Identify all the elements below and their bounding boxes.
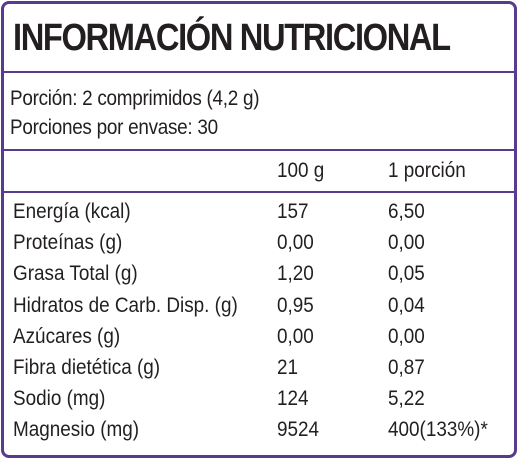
value-per-serving: 0,00 (388, 324, 425, 348)
nutrient-name: Grasa Total (g) (13, 262, 138, 286)
value-per-serving: 0,87 (388, 355, 425, 379)
nutrient-table: Energía (kcal) 157 6,50 Proteínas (g) 0,… (4, 199, 514, 449)
table-row: Azúcares (g) 0,00 0,00 (4, 324, 514, 355)
nutrient-name: Proteínas (g) (13, 231, 123, 255)
value-per-100g: 0,00 (277, 324, 314, 348)
serving-size: Porción: 2 comprimidos (4,2 g) (10, 87, 260, 110)
nutrient-name: Energía (kcal) (13, 200, 131, 223)
title-divider (4, 71, 514, 73)
table-row: Sodio (mg) 124 5,22 (4, 386, 514, 417)
value-per-serving: 0,05 (388, 262, 425, 286)
servings-per-container: Porciones por envase: 30 (10, 116, 218, 139)
value-per-serving: 400(133%)* (388, 418, 488, 442)
value-per-serving: 0,04 (388, 293, 425, 317)
nutrient-name: Azúcares (g) (13, 324, 121, 348)
table-row: Magnesio (mg) 9524 400(133%)* (4, 417, 514, 448)
nutrient-name: Hidratos de Carb. Disp. (g) (13, 293, 238, 317)
table-row: Hidratos de Carb. Disp. (g) 0,95 0,04 (4, 293, 514, 324)
value-per-100g: 124 (277, 387, 309, 411)
header-divider (4, 191, 514, 193)
table-row: Grasa Total (g) 1,20 0,05 (4, 261, 514, 292)
panel-title: INFORMACIÓN NUTRICIONAL (13, 17, 451, 59)
value-per-serving: 0,00 (388, 231, 425, 255)
value-per-100g: 21 (277, 355, 299, 379)
nutrient-name: Magnesio (mg) (13, 418, 140, 442)
serving-divider (4, 149, 514, 151)
nutrient-name: Sodio (mg) (13, 387, 106, 411)
table-row: Energía (kcal) 157 6,50 (4, 199, 514, 230)
value-per-100g: 157 (277, 200, 309, 223)
column-header-100g: 100 g (277, 159, 325, 182)
value-per-serving: 5,22 (388, 387, 425, 411)
value-per-100g: 0,95 (277, 293, 314, 317)
value-per-100g: 0,00 (277, 231, 314, 255)
value-per-100g: 9524 (277, 418, 320, 442)
table-row: Fibra dietética (g) 21 0,87 (4, 355, 514, 386)
value-per-100g: 1,20 (277, 262, 314, 286)
nutrient-name: Fibra dietética (g) (13, 355, 161, 379)
value-per-serving: 6,50 (388, 200, 425, 223)
table-row: Proteínas (g) 0,00 0,00 (4, 230, 514, 261)
column-header-serving: 1 porción (388, 159, 466, 182)
